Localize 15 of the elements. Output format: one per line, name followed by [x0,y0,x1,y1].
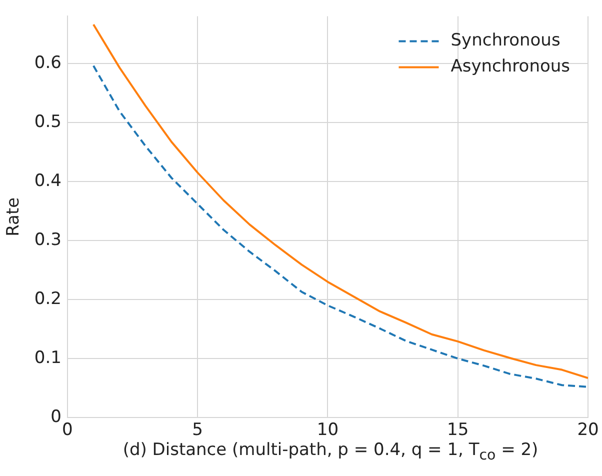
y-tick-label: 0.6 [34,52,62,73]
x-tick-label: 20 [577,420,599,440]
legend-label: Synchronous [450,30,560,51]
y-tick-label: 0 [50,407,62,428]
y-tick-label: 0.4 [34,170,62,191]
legend-label: Asynchronous [450,56,570,77]
x-tick-label: 5 [192,420,203,440]
y-axis-title: Rate [4,197,24,236]
x-axis-title: (d) Distance (multi-path, p = 0.4, q = 1, T$_{co}$ = 2) [122,440,540,464]
y-tick-label: 0.2 [34,288,62,309]
x-tick-label: 15 [447,420,469,440]
y-tick-label: 0.5 [34,112,62,132]
y-tick-label: 0.3 [34,230,62,250]
x-tick-label: 10 [316,420,339,440]
y-tick-label: 0.1 [34,348,62,368]
